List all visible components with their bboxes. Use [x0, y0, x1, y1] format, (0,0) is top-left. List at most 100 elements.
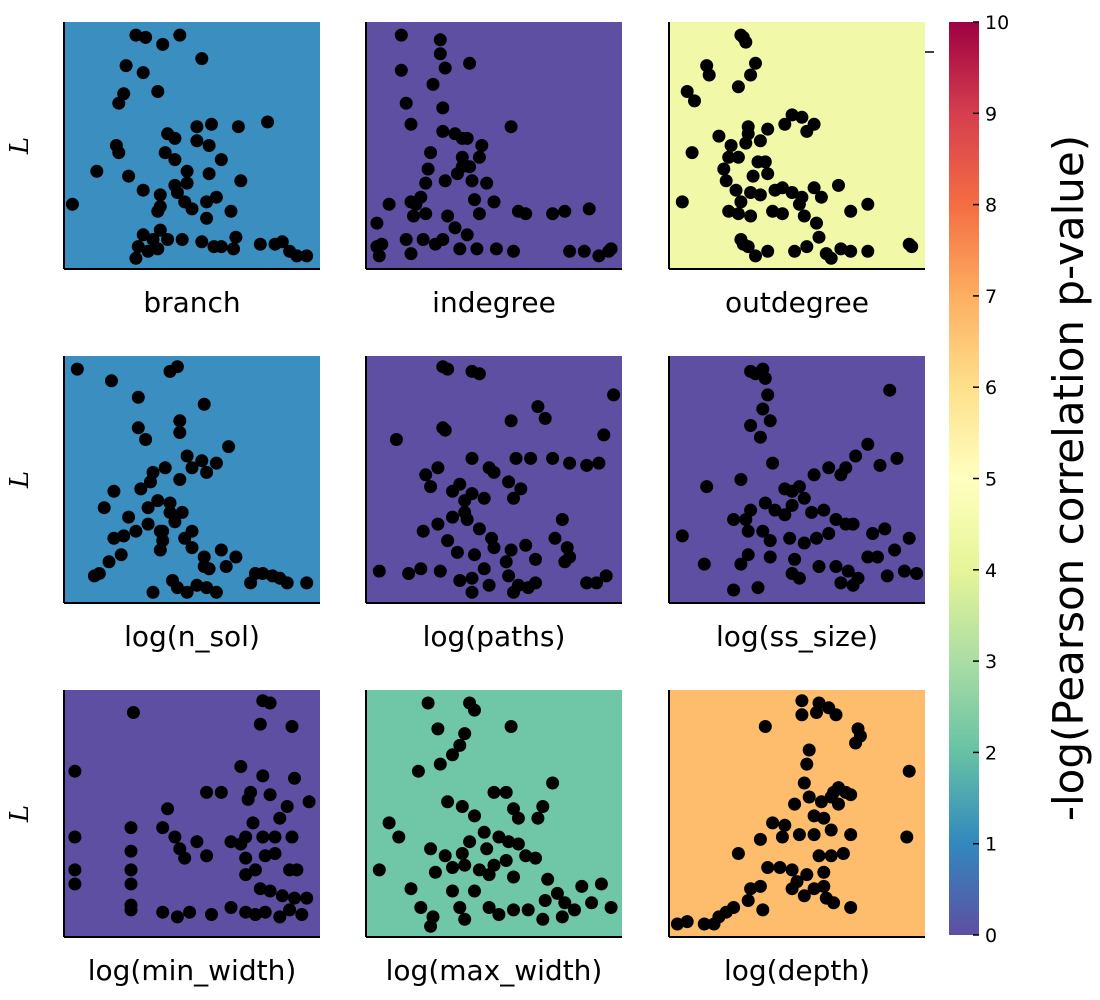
data-point [404, 247, 418, 261]
data-point [200, 465, 214, 479]
data-point [897, 564, 911, 578]
data-point [670, 917, 684, 931]
data-point [450, 545, 464, 559]
data-point [585, 896, 599, 910]
data-point [438, 849, 452, 863]
data-point [433, 47, 447, 61]
data-point [702, 68, 716, 82]
data-point [797, 889, 811, 903]
data-point [190, 134, 204, 148]
data-point [372, 564, 386, 578]
data-point [756, 903, 770, 917]
data-point [861, 437, 875, 451]
data-point [902, 764, 916, 778]
data-point [256, 769, 270, 783]
data-point [700, 480, 714, 494]
data-point [480, 842, 494, 856]
data-point [749, 56, 762, 70]
data-point [504, 543, 518, 557]
data-point [231, 120, 245, 134]
data-point [134, 482, 148, 496]
data-point [175, 233, 189, 246]
data-point [475, 139, 489, 152]
data-point [441, 534, 455, 548]
data-point [414, 562, 428, 576]
panel-9: log(depth) [668, 690, 925, 987]
data-point [761, 244, 775, 258]
data-point [275, 235, 289, 249]
data-point [563, 456, 577, 470]
data-point [205, 908, 218, 921]
data-point [741, 524, 755, 538]
data-point [751, 581, 765, 595]
data-point [472, 522, 486, 536]
data-point [468, 193, 481, 207]
data-point [541, 872, 555, 886]
data-point [604, 242, 618, 256]
data-point [575, 879, 589, 893]
data-point [438, 423, 452, 437]
data-point [785, 882, 799, 896]
data-point [550, 886, 564, 900]
data-point [688, 94, 701, 108]
data-point [144, 475, 157, 489]
data-point [741, 894, 755, 907]
panel-background [366, 356, 622, 603]
data-point [394, 28, 408, 42]
data-point [290, 249, 304, 263]
data-point [119, 59, 133, 73]
data-point [280, 576, 294, 590]
data-point [763, 534, 777, 548]
data-point [234, 760, 248, 773]
colorbar-tick-label: 0 [985, 925, 997, 947]
data-point [202, 562, 216, 576]
data-point [824, 823, 838, 837]
data-point [170, 186, 184, 199]
data-point [173, 414, 187, 428]
data-point [300, 249, 314, 263]
data-point [200, 211, 214, 225]
data-point [151, 85, 165, 98]
data-point [844, 204, 858, 218]
data-point [558, 896, 572, 910]
colorbar-tick-label: 8 [985, 195, 997, 217]
data-point [792, 571, 806, 585]
data-point [268, 830, 282, 844]
data-point [675, 529, 689, 543]
data-point [129, 251, 143, 265]
data-point [580, 576, 594, 590]
data-point [195, 52, 209, 66]
data-point [214, 153, 228, 167]
data-point [433, 564, 447, 578]
data-point [504, 414, 518, 428]
data-point [502, 835, 516, 849]
data-point [185, 461, 199, 475]
data-point [163, 496, 177, 510]
data-point [273, 910, 287, 924]
data-point [827, 896, 841, 910]
data-point [761, 388, 775, 402]
data-point [761, 167, 775, 181]
data-point [800, 757, 814, 771]
data-point [783, 531, 797, 545]
data-point [178, 531, 192, 545]
data-point [568, 903, 581, 917]
data-point [577, 244, 591, 258]
data-point [514, 482, 528, 496]
data-point [261, 115, 275, 129]
data-point [175, 505, 189, 519]
data-point [866, 527, 880, 540]
data-point [200, 195, 214, 209]
data-point [263, 884, 277, 898]
y-axis-label: L [5, 805, 35, 823]
data-point [810, 216, 823, 230]
data-point [402, 567, 416, 580]
data-point [209, 190, 223, 204]
data-point [846, 578, 860, 592]
data-point [558, 204, 572, 218]
data-point [822, 461, 836, 475]
data-point [468, 548, 481, 562]
data-point [739, 513, 753, 526]
data-point [288, 771, 301, 785]
data-point [597, 428, 611, 442]
